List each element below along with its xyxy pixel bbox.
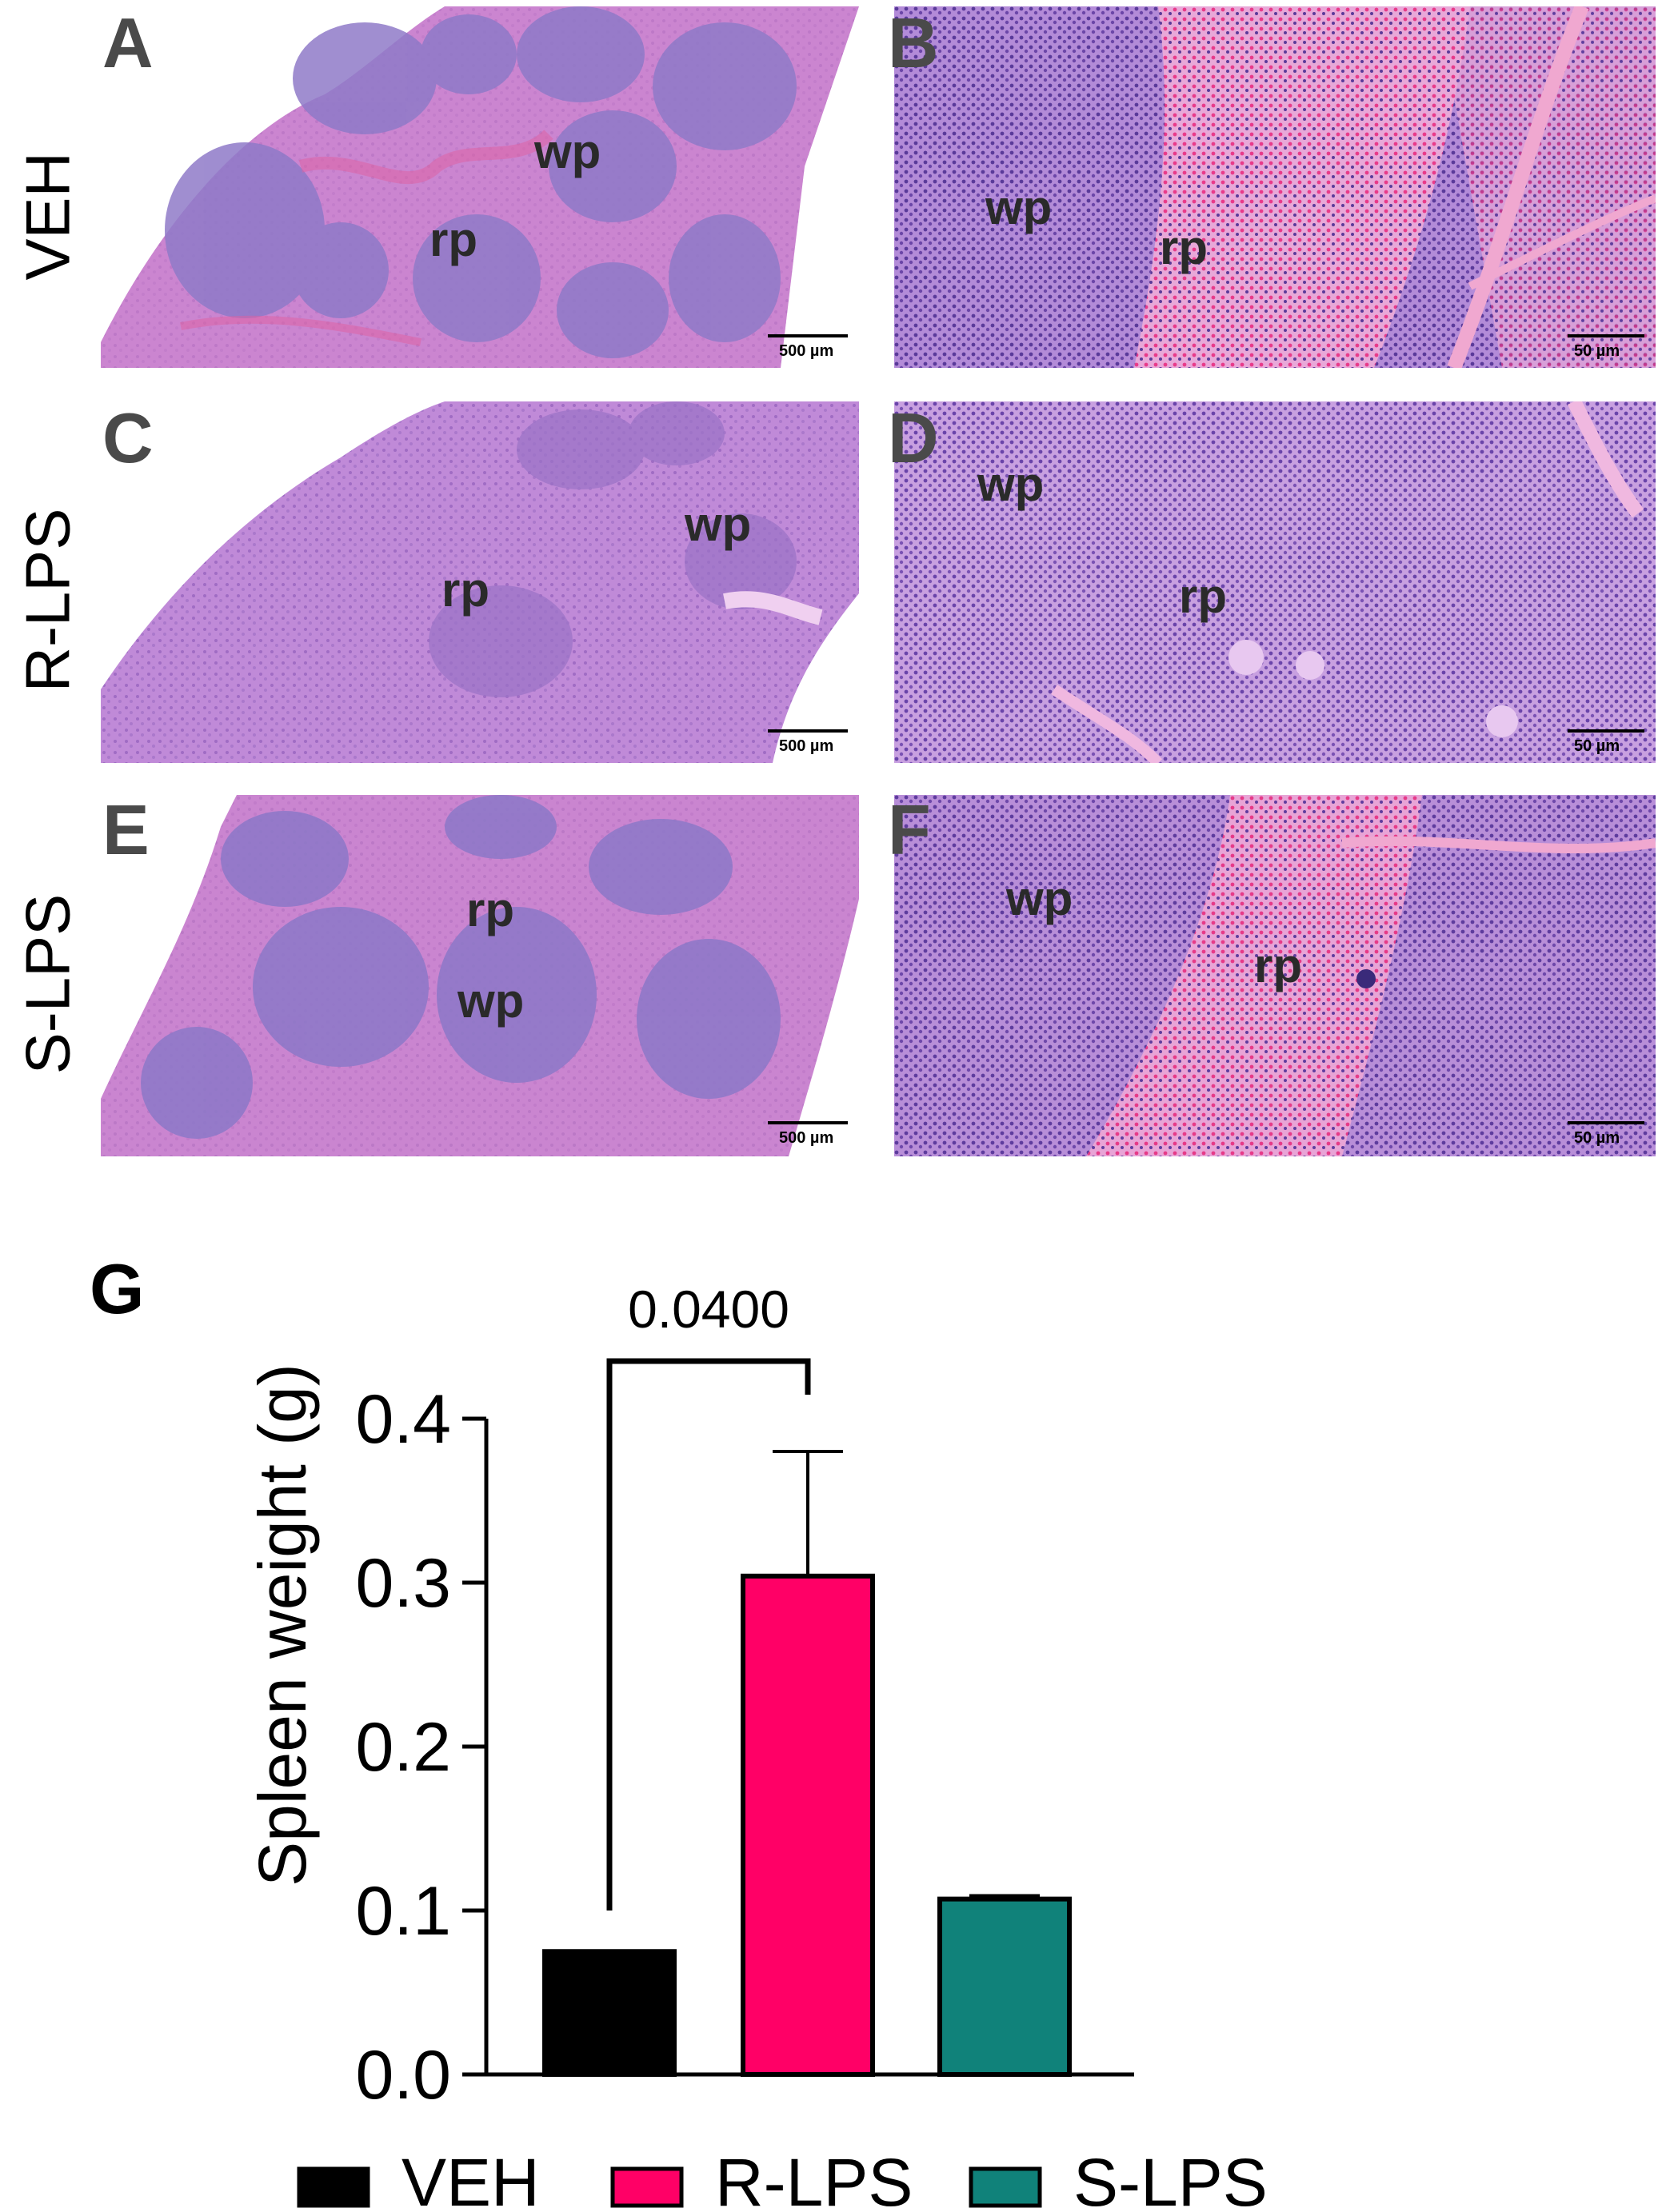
micrograph-f	[894, 795, 1656, 1156]
legend-swatch-veh	[297, 2166, 370, 2208]
scale-text-c: 500 µm	[779, 737, 834, 755]
region-label-d-wp: wp	[977, 457, 1045, 511]
error-bars	[773, 1450, 1040, 1899]
significance-label: 0.0400	[628, 1280, 789, 1339]
legend-label-s-lps: S-LPS	[1073, 2145, 1268, 2212]
y-tick-label: 0.3	[355, 1545, 451, 1622]
region-label-f-wp: wp	[1006, 872, 1073, 925]
region-label-e-rp: rp	[466, 883, 514, 936]
micrograph-d	[894, 401, 1656, 763]
legend: VEH R-LPS S-LPS	[297, 2145, 1268, 2212]
y-tick-label: 0.2	[355, 1709, 451, 1786]
region-label-e-wp: wp	[457, 974, 525, 1028]
region-label-a-wp: wp	[534, 125, 601, 178]
scale-text-f: 50 µm	[1574, 1129, 1620, 1147]
region-label-f-rp: rp	[1254, 939, 1302, 992]
panel-letter-f: F	[888, 790, 931, 869]
micrograph-c	[101, 401, 859, 763]
micrograph-b	[894, 6, 1656, 368]
y-axis-label: Spleen weight (g)	[245, 1364, 320, 1887]
scale-bar-d	[1568, 729, 1644, 733]
spleen-weight-chart: Spleen weight (g) 0.0 0.1 0.2 0.3 0.4 0.0400…	[245, 1280, 1268, 2212]
scale-bar-b	[1568, 334, 1644, 337]
region-label-c-wp: wp	[685, 497, 752, 551]
significance-bracket: 0.0400	[606, 1280, 811, 1911]
panel-letter-d: D	[888, 398, 939, 477]
region-label-d-rp: rp	[1179, 569, 1227, 623]
row-label-r-lps: R-LPS	[12, 508, 83, 693]
scale-bar-e	[768, 1121, 848, 1124]
legend-label-r-lps: R-LPS	[715, 2145, 913, 2212]
panel-letter-a: A	[102, 3, 154, 82]
scale-bar-c	[768, 729, 848, 733]
region-label-c-rp: rp	[441, 563, 489, 617]
panel-letter-g: G	[90, 1249, 145, 1328]
legend-label-veh: VEH	[402, 2145, 540, 2212]
scale-bar-f	[1568, 1121, 1644, 1124]
bar-veh	[542, 1949, 677, 2077]
significance-line	[606, 1358, 811, 1911]
scale-bar-a	[768, 334, 848, 337]
row-label-s-lps: S-LPS	[12, 893, 83, 1075]
panel-letter-c: C	[102, 398, 154, 477]
y-tick-label: 0.1	[355, 1873, 451, 1950]
region-label-a-rp: rp	[429, 213, 477, 266]
y-axis: 0.0 0.1 0.2 0.3 0.4	[355, 1381, 1134, 2114]
bar-r-lps	[741, 1573, 875, 2077]
bars	[542, 1573, 1072, 2078]
region-label-b-wp: wp	[985, 181, 1053, 234]
y-tick-label: 0.4	[355, 1381, 451, 1458]
row-label-veh: VEH	[12, 152, 83, 281]
y-tick-label: 0.0	[355, 2037, 451, 2114]
panel-letter-e: E	[102, 790, 150, 869]
panel-letter-b: B	[888, 3, 939, 82]
bar-s-lps	[937, 1896, 1072, 2078]
region-label-b-rp: rp	[1160, 221, 1208, 274]
legend-swatch-s-lps	[969, 2166, 1042, 2208]
legend-swatch-r-lps	[610, 2166, 684, 2208]
scale-text-d: 50 µm	[1574, 737, 1620, 755]
scale-text-b: 50 µm	[1574, 342, 1620, 360]
micrograph-e	[101, 795, 859, 1156]
scale-text-a: 500 µm	[779, 342, 834, 360]
micrograph-a	[101, 6, 859, 368]
scale-text-e: 500 µm	[779, 1129, 834, 1147]
